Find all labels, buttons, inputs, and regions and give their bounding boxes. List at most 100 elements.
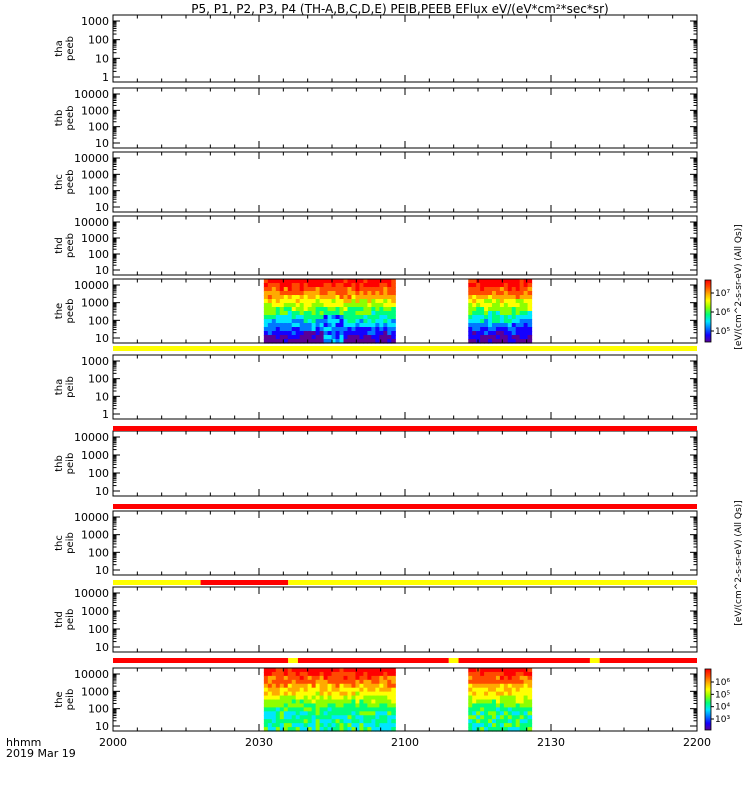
panel-ylabel: thcpeib	[54, 532, 76, 554]
y-tick-label: 1	[102, 71, 109, 84]
colorbar-tick-label: 10³	[715, 715, 730, 725]
panel-frame	[112, 87, 698, 149]
colorbar: 10⁶ 10⁵ 10⁴ 10³ [eV/(cm^2-s-sr-eV) (All Qs)]	[704, 500, 744, 731]
y-tick-label: 10000	[74, 279, 109, 292]
y-tick-label: 100	[88, 248, 109, 261]
y-tick-label: 10	[95, 201, 109, 214]
spectrogram-block	[468, 279, 533, 344]
time-tick-label: 2030	[245, 736, 273, 749]
y-tick-label: 10000	[74, 668, 109, 681]
panel-ylabel: thepeib	[54, 689, 76, 711]
status-bar-segment-red	[113, 426, 697, 431]
time-axis-date-label: 2019 Mar 19	[6, 747, 76, 760]
panel-ylabel: thepeeb	[54, 299, 76, 324]
panel-ylabel: thbpeeb	[54, 106, 76, 131]
spectrogram-block	[263, 668, 396, 732]
time-tick-label: 2130	[537, 736, 565, 749]
ylabel-probe: the	[54, 691, 65, 707]
time-axis: 2000 2030 2100 2130 2200 hhmm 2019 Mar 19	[6, 736, 711, 760]
ylabel-product: peib	[65, 532, 76, 554]
panel-frame	[112, 430, 698, 497]
ylabel-product: peib	[65, 453, 76, 475]
colorbar-label: [eV/(cm^2-s-sr-eV) (All Qs)]	[734, 224, 744, 349]
panel-thd-peib: 10000 1000 100 10 thdpeib	[54, 586, 698, 654]
ylabel-probe: thc	[54, 535, 65, 551]
status-bar-segment-red	[113, 658, 289, 663]
ylabel-probe: thc	[54, 174, 65, 190]
panel-frame	[112, 510, 698, 576]
ylabel-product: peeb	[65, 36, 76, 61]
status-bar-segment-yellow	[113, 346, 697, 351]
ylabel-probe: tha	[54, 40, 65, 56]
y-tick-label: 100	[88, 546, 109, 559]
panel-ylabel: thdpeeb	[54, 233, 76, 258]
y-tick-label: 10	[95, 264, 109, 277]
status-bar-segment-yellow	[589, 658, 600, 663]
y-tick-label: 10	[95, 564, 109, 577]
y-tick-label: 100	[88, 121, 109, 134]
ylabel-probe: thb	[54, 455, 65, 472]
colorbar-tick-label: 10⁵	[715, 327, 730, 337]
status-bar	[113, 504, 697, 509]
ylabel-product: peeb	[65, 299, 76, 324]
time-tick-label: 2200	[683, 736, 711, 749]
status-bars	[113, 346, 697, 663]
colorbar-tick-label: 10⁵	[715, 690, 730, 700]
panel-thb-peib: 10000 1000 100 10 thbpeib	[54, 430, 698, 498]
y-tick-label: 1000	[81, 529, 109, 542]
colorbar-tick-label: 10⁷	[715, 289, 730, 299]
status-bar-segment-red	[297, 658, 449, 663]
panel-frame	[112, 14, 698, 83]
status-bar-segment-red	[458, 658, 590, 663]
time-axis-hhmm-label: hhmm	[6, 736, 41, 749]
panel-frame	[112, 278, 698, 344]
status-bar-segment-red	[113, 504, 697, 509]
y-tick-label: 10	[95, 485, 109, 498]
y-tick-label: 10	[95, 390, 109, 403]
panel-ylabel: thbpeib	[54, 453, 76, 475]
colorbar: 10⁷ 10⁶ 10⁵ [eV/(cm^2-s-sr-eV) (All Qs)]	[704, 224, 744, 350]
y-tick-label: 10000	[74, 216, 109, 229]
panel-ylabel: thcpeeb	[54, 170, 76, 195]
time-tick-labels: 2000 2030 2100 2130 2200	[99, 736, 711, 749]
y-tick-label: 10000	[74, 152, 109, 165]
status-bar	[113, 658, 697, 663]
panel-the-peeb: 10000 1000 100 10 thepeeb	[54, 278, 698, 345]
ylabel-product: peeb	[65, 233, 76, 258]
colorbar-tick-label: 10⁶	[715, 678, 730, 688]
y-tick-label: 1	[102, 408, 109, 421]
status-bar-segment-red	[599, 658, 697, 663]
spectrogram-block	[468, 668, 533, 732]
y-tick-label: 1000	[81, 355, 109, 368]
y-tick-label: 10000	[74, 88, 109, 101]
y-tick-label: 1000	[81, 15, 109, 28]
panel-frame	[112, 667, 698, 732]
y-tick-label: 100	[88, 373, 109, 386]
panel-frame	[112, 586, 698, 653]
figure-title: P5, P1, P2, P3, P4 (TH-A,B,C,D,E) PEIB,P…	[191, 2, 608, 16]
status-bar	[113, 580, 697, 585]
colorbar-tick-label: 10⁶	[715, 308, 730, 318]
status-bar-segment-yellow	[288, 580, 697, 585]
status-bar-segment-yellow	[448, 658, 459, 663]
y-tick-label: 100	[88, 623, 109, 636]
status-bar-segment-yellow	[288, 658, 298, 663]
y-tick-label: 100	[88, 703, 109, 716]
status-bar-segment-yellow	[113, 580, 201, 585]
panel-ylabel: thapeib	[54, 376, 76, 398]
ylabel-product: peib	[65, 609, 76, 631]
ylabel-product: peeb	[65, 106, 76, 131]
y-tick-label: 100	[88, 467, 109, 480]
ylabel-probe: the	[54, 303, 65, 319]
y-tick-label: 10	[95, 52, 109, 65]
ylabel-product: peib	[65, 376, 76, 398]
ylabel-product: peeb	[65, 170, 76, 195]
ylabel-probe: thd	[54, 611, 65, 628]
ylabel-probe: tha	[54, 379, 65, 395]
ylabel-probe: thd	[54, 237, 65, 254]
panel-tha-peib: 1000 100 10 1 thapeib	[54, 354, 698, 421]
panel-thc-peib: 10000 1000 100 10 thcpeib	[54, 510, 698, 577]
y-tick-label: 10000	[74, 587, 109, 600]
y-tick-label: 10	[95, 137, 109, 150]
